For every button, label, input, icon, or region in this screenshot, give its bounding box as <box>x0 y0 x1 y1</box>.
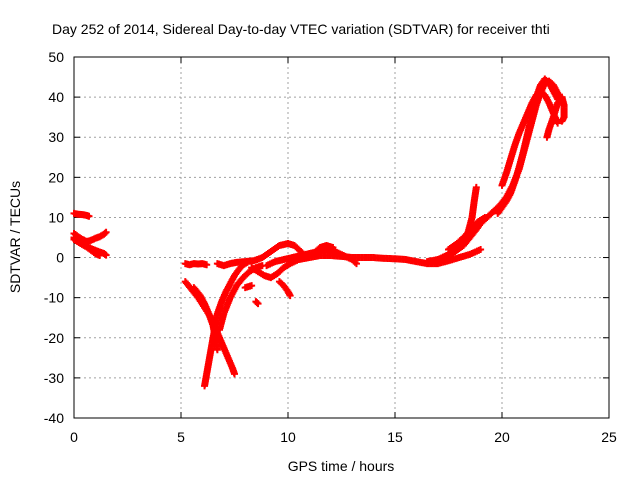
data-point <box>253 299 261 307</box>
y-tick-label: -30 <box>44 370 64 386</box>
y-tick-label: 20 <box>48 169 64 185</box>
y-tick-label: 10 <box>48 209 64 225</box>
y-tick-label: 0 <box>56 250 64 266</box>
data-point <box>254 300 262 308</box>
data-point <box>96 252 104 260</box>
data-point <box>203 261 211 269</box>
data-point <box>352 260 360 268</box>
x-tick-label: 0 <box>70 429 78 445</box>
data-point <box>102 251 110 259</box>
data-point <box>554 119 562 127</box>
data-point <box>558 117 566 125</box>
x-tick-label: 5 <box>177 429 185 445</box>
data-point <box>286 292 294 300</box>
data-point <box>481 213 489 221</box>
data-points <box>70 75 568 390</box>
x-tick-label: 25 <box>601 429 617 445</box>
data-point <box>85 212 93 220</box>
y-tick-label: -20 <box>44 330 64 346</box>
y-tick-label: -10 <box>44 290 64 306</box>
data-point <box>102 228 110 236</box>
x-tick-label: 10 <box>280 429 296 445</box>
y-tick-label: -40 <box>44 410 64 426</box>
y-tick-label: 50 <box>48 49 64 65</box>
axis-ticks: -40 -30 -20 -10 0 10 20 30 40 50 0 5 10 15 20 25 <box>44 49 617 445</box>
data-point <box>213 346 221 354</box>
x-tick-label: 20 <box>494 429 510 445</box>
x-tick-label: 15 <box>387 429 403 445</box>
data-point <box>472 183 480 191</box>
chart-title: Day 252 of 2014, Sidereal Day-to-day VTE… <box>52 21 550 37</box>
data-point <box>477 246 485 254</box>
y-tick-label: 30 <box>48 129 64 145</box>
data-point <box>101 229 109 237</box>
y-axis-label: SDTVAR / TECUs <box>7 181 23 293</box>
x-axis-label: GPS time / hours <box>288 458 395 474</box>
data-point <box>248 282 256 290</box>
data-point <box>231 370 238 378</box>
y-tick-label: 40 <box>48 89 64 105</box>
